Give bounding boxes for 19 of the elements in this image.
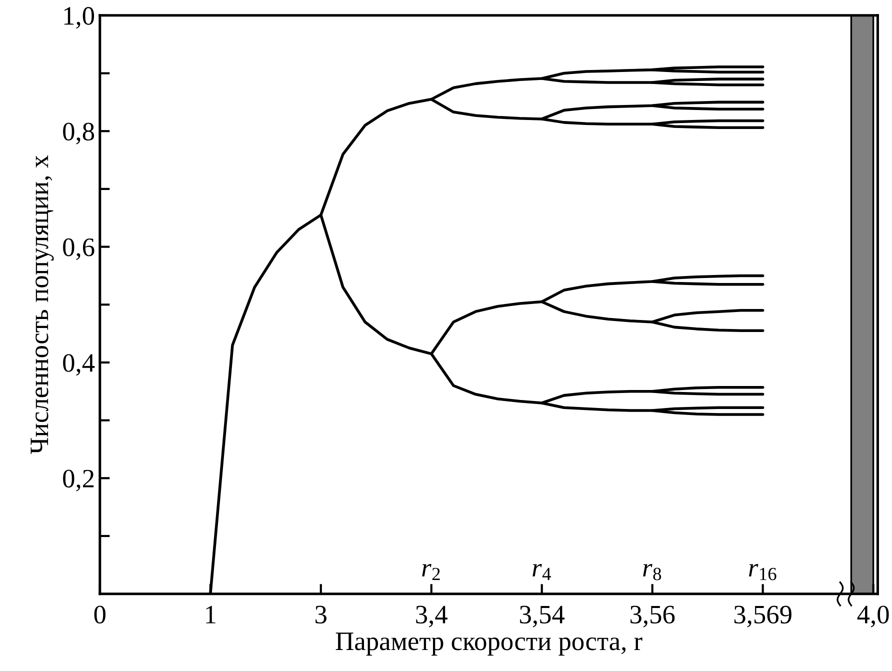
- annotation: r$_{8}$: [643, 564, 662, 580]
- annotation: r$_{16}$: [748, 564, 776, 580]
- y-tick-label: 1,0: [64, 7, 94, 29]
- x-tick-label: 3,56: [630, 606, 675, 628]
- x-tick-label: 3,54: [520, 606, 565, 628]
- y-tick-label: 0,6: [63, 238, 94, 260]
- annotation: r$_{4}$: [532, 564, 551, 580]
- y-tick-label: 0,4: [63, 354, 95, 376]
- x-tick-label: 0: [94, 606, 106, 624]
- x-tick-label: 4,0: [857, 606, 889, 628]
- x-tick-label: 1: [206, 606, 216, 624]
- x-tick-label: 3: [316, 606, 326, 624]
- y-axis-title: Численность популяции, x: [30, 155, 54, 454]
- x-tick-label: 3,4: [416, 606, 448, 628]
- annotation: r$_{2}$: [422, 564, 440, 580]
- x-axis-title: Параметр скорости роста, r: [336, 632, 642, 656]
- y-tick-label: 0,2: [63, 470, 94, 492]
- y-tick-label: 0,8: [63, 122, 94, 144]
- x-tick-label: 3,569: [734, 606, 792, 628]
